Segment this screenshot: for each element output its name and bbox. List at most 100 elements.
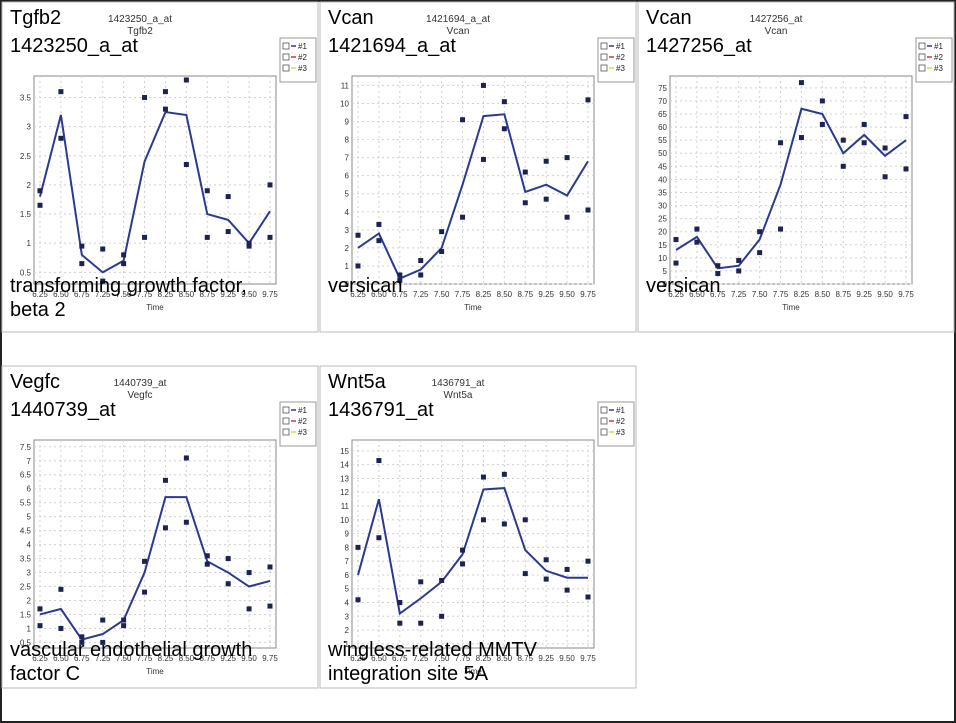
legend-label: #2 [616, 417, 625, 426]
chart-title: 1423250_a_at [108, 14, 172, 25]
replicate-point [522, 169, 528, 175]
y-tick-label: 4 [345, 208, 350, 217]
x-axis-label: Time [146, 667, 164, 676]
legend-label: #1 [616, 406, 625, 415]
y-tick-label: 5 [27, 513, 32, 522]
replicate-point [480, 82, 486, 88]
replicate-point [861, 140, 867, 146]
x-tick-label: 7.50 [116, 654, 132, 663]
legend-checkbox [918, 53, 926, 61]
replicate-point [715, 263, 721, 269]
replicate-point [225, 229, 231, 235]
series-line [357, 113, 589, 280]
y-tick-label: 11 [341, 502, 350, 511]
x-tick-label: 6.25 [32, 654, 48, 663]
y-tick-label: 30 [658, 202, 667, 211]
gene-symbol: Tgfb2 [10, 7, 62, 29]
y-tick-label: 6 [27, 485, 32, 494]
y-tick-label: 75 [658, 84, 667, 93]
replicate-point [757, 229, 763, 235]
legend-checkbox [918, 42, 926, 50]
gene-symbol: Vegfc [10, 371, 61, 393]
legend-label: #2 [934, 53, 943, 62]
x-tick-label: 7.25 [95, 290, 111, 299]
replicate-point [79, 639, 85, 645]
replicate-point [543, 576, 549, 582]
y-tick-label: 12 [340, 488, 349, 497]
replicate-point [121, 261, 127, 267]
replicate-point [694, 226, 700, 232]
replicate-point [162, 89, 168, 95]
y-tick-label: 3 [345, 612, 350, 621]
y-tick-label: 1 [345, 262, 350, 271]
probe-id: 1440739_at [10, 399, 116, 421]
y-tick-label: 65 [658, 110, 667, 119]
y-tick-label: 9 [345, 530, 350, 539]
replicate-point [204, 188, 210, 194]
x-tick-label: 8.50 [179, 654, 195, 663]
y-tick-label: 2 [27, 596, 32, 605]
x-tick-label: 9.50 [241, 290, 257, 299]
replicate-point [798, 135, 804, 141]
y-tick-label: 9 [345, 118, 350, 127]
plot-area [669, 75, 913, 285]
replicate-point [460, 561, 466, 567]
y-tick-label: 3 [27, 123, 32, 132]
x-tick-label: 8.50 [179, 290, 195, 299]
replicate-point [694, 239, 700, 245]
legend-label: #3 [616, 64, 625, 73]
replicate-point [246, 570, 252, 576]
legend-label: #3 [298, 428, 307, 437]
chart-title: 1427256_at [750, 14, 803, 25]
probe-id: 1427256_at [646, 35, 752, 57]
chart-subtitle: Vegfc [127, 390, 152, 401]
legend-checkbox [600, 53, 608, 61]
replicate-point [355, 263, 361, 269]
y-tick-label: 7 [27, 457, 32, 466]
replicate-point [882, 145, 888, 151]
replicate-point [142, 234, 148, 240]
y-tick-label: 1 [27, 239, 32, 248]
legend-checkbox [282, 42, 290, 50]
replicate-point [543, 557, 549, 563]
replicate-point [183, 77, 189, 83]
replicate-point [736, 257, 742, 263]
replicate-point [418, 579, 424, 585]
x-tick-label: 6.25 [350, 654, 366, 663]
y-tick-label: 1.5 [20, 210, 32, 219]
replicate-point [267, 182, 273, 188]
replicate-point [267, 234, 273, 240]
replicate-point [79, 634, 85, 640]
y-tick-label: 8 [345, 543, 350, 552]
gene-description: wingless-related MMTV integration site 5… [328, 639, 537, 685]
legend-label: #2 [298, 417, 307, 426]
x-tick-label: 8.50 [815, 290, 831, 299]
replicate-point [204, 234, 210, 240]
x-tick-label: 6.75 [392, 290, 408, 299]
replicate-point [142, 558, 148, 564]
replicate-point [418, 620, 424, 626]
replicate-point [564, 587, 570, 593]
replicate-point [37, 623, 43, 629]
x-tick-label: 9.50 [241, 654, 257, 663]
x-tick-label: 7.75 [773, 290, 789, 299]
y-tick-label: 35 [658, 188, 667, 197]
replicate-point [439, 613, 445, 619]
y-tick-label: 2.5 [20, 152, 32, 161]
y-tick-label: 6 [345, 172, 350, 181]
replicate-point [418, 272, 424, 278]
x-tick-label: 9.75 [262, 290, 278, 299]
y-tick-label: 20 [658, 228, 667, 237]
replicate-point [564, 214, 570, 220]
y-tick-label: 50 [658, 149, 667, 158]
x-tick-label: 9.25 [220, 654, 236, 663]
x-tick-label: 8.25 [158, 654, 174, 663]
y-tick-label: 3 [345, 226, 350, 235]
replicate-point [819, 98, 825, 104]
legend-checkbox [600, 428, 608, 436]
x-axis-label: Time [464, 303, 482, 312]
replicate-point [121, 623, 127, 629]
y-tick-label: 6.5 [20, 471, 32, 480]
y-tick-label: 5.5 [20, 499, 32, 508]
